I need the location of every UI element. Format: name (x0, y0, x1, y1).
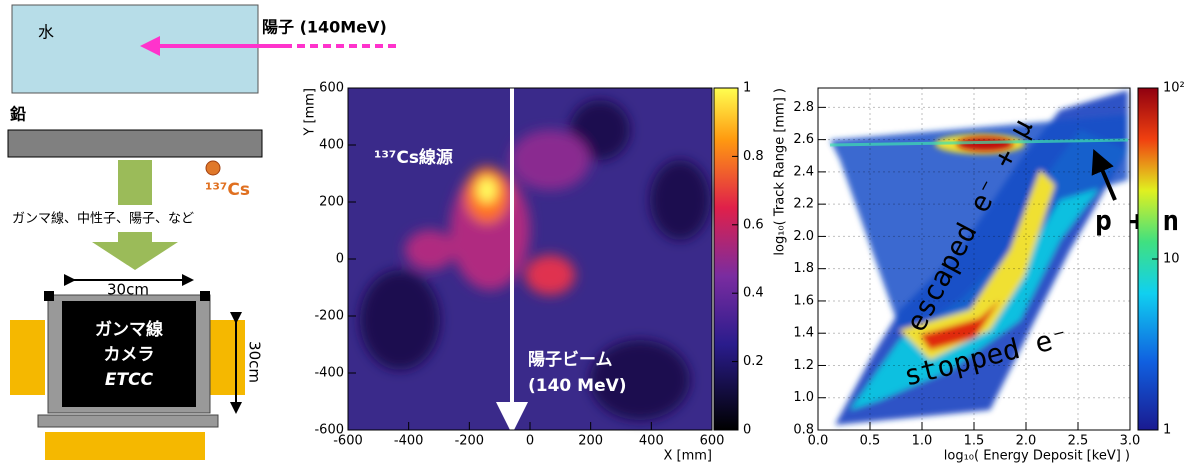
y-tick-label: 2.2 (793, 197, 814, 212)
colorbar-tick-label: 0.4 (743, 286, 764, 301)
y-tick-label: -200 (314, 309, 344, 324)
shield (45, 432, 205, 460)
shield (210, 320, 245, 395)
x-axis-label: log₁₀( Energy Deposit [keV] ) (944, 449, 1130, 464)
x-tick-label: 0.5 (860, 434, 881, 449)
y-tick-label: 200 (319, 195, 344, 210)
y-tick-label: 0 (336, 252, 344, 267)
x-tick-label: 1.0 (912, 434, 933, 449)
y-tick-label: 2.4 (793, 164, 814, 179)
x-tick-label: 3.0 (1120, 434, 1141, 449)
cs-label: ¹³⁷Cs (205, 180, 250, 200)
y-tick-label: 2.6 (793, 132, 814, 147)
y-tick-label: 2.8 (793, 100, 814, 115)
green-arrow-body (118, 232, 152, 242)
x-tick-label: -400 (394, 434, 424, 449)
y-tick-label: 0.8 (793, 423, 814, 438)
annotation: 陽子ビーム (528, 350, 613, 370)
x-tick-label: 0 (526, 434, 534, 449)
colorbar-tick-label: 1 (743, 81, 751, 96)
water-box (12, 5, 258, 93)
colorbar-tick-label: 1 (1163, 423, 1171, 438)
y-tick-label: 2.0 (793, 229, 814, 244)
camera-base (38, 415, 218, 427)
y-tick-label: -600 (314, 423, 344, 438)
x-tick-label: -200 (455, 434, 485, 449)
green-arrow-body (118, 160, 152, 205)
colorbar-tick-label: 10 (1163, 252, 1180, 267)
y-tick-label: 1.4 (793, 326, 814, 341)
x-tick-label: 1.5 (964, 434, 985, 449)
y-tick-label: 600 (319, 81, 344, 96)
y-tick-label: 1.6 (793, 293, 814, 308)
x-tick-label: 2.5 (1068, 434, 1089, 449)
water-label: 水 (38, 23, 54, 42)
emission-label: ガンマ線、中性子、陽子、など (12, 211, 194, 227)
camera-label: ETCC (105, 370, 154, 390)
schematic: 水 陽子 (140MeV) 鉛 ¹³⁷Cs ガンマ線、中性子、陽子、など 30c… (8, 5, 400, 460)
x-tick-label: 600 (700, 434, 725, 449)
annotation: p + n (1095, 204, 1179, 237)
figure: 水 陽子 (140MeV) 鉛 ¹³⁷Cs ガンマ線、中性子、陽子、など 30c… (0, 0, 1197, 467)
y-tick-label: 1.8 (793, 261, 814, 276)
y-axis-label: Y [mm] (303, 88, 318, 137)
y-tick-label: 400 (319, 138, 344, 153)
colorbar-tick-label: 0.6 (743, 217, 764, 232)
y-tick-label: 1.2 (793, 358, 814, 373)
colorbar-tick-label: 10² (1163, 81, 1185, 96)
x-tick-label: 200 (578, 434, 603, 449)
x-tick-label: 400 (639, 434, 664, 449)
proton-label: 陽子 (140MeV) (262, 18, 387, 37)
lead-block (8, 130, 262, 157)
annotation: ¹³⁷Cs線源 (374, 147, 453, 168)
x-tick-label: 2.0 (1016, 434, 1037, 449)
colorbar-tick-label: 0.2 (743, 354, 764, 369)
shield (10, 320, 45, 395)
cs-dot (206, 161, 220, 175)
green-arrow-head (92, 242, 178, 270)
y-tick-label: 1.0 (793, 390, 814, 405)
y-tick-label: -400 (314, 366, 344, 381)
height-label: 30cm (246, 341, 264, 383)
colorbar (714, 88, 738, 430)
colorbar-tick-label: 0 (743, 423, 751, 438)
annotation: (140 MeV) (528, 376, 627, 396)
y-axis-label: log₁₀( Track Range [mm] ) (773, 88, 788, 256)
x-axis-label: X [mm] (663, 449, 712, 464)
colorbar-tick-label: 0.8 (743, 149, 764, 164)
lead-label: 鉛 (10, 105, 26, 124)
camera-label: ガンマ線 (95, 319, 163, 340)
camera-label: カメラ (104, 345, 155, 365)
